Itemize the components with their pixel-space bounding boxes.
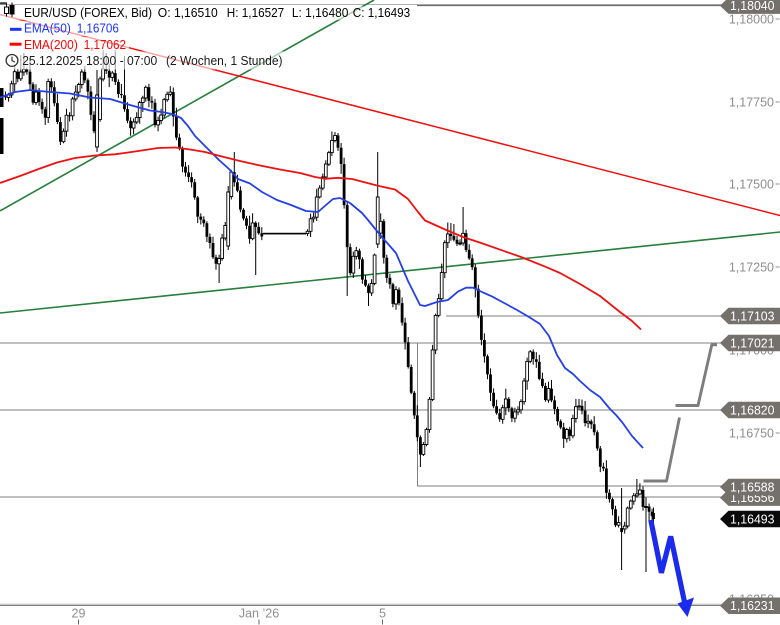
svg-text:1,16706: 1,16706 [77, 21, 119, 36]
svg-text:H: 1,16527: H: 1,16527 [227, 5, 284, 20]
svg-text:O: 1,16510: O: 1,16510 [158, 5, 218, 20]
svg-text:1,16493: 1,16493 [730, 512, 775, 526]
svg-text:L: 1,16480: L: 1,16480 [292, 5, 349, 20]
svg-text:1,16820: 1,16820 [730, 403, 775, 417]
svg-text:5: 5 [379, 607, 386, 621]
svg-text:1,17250: 1,17250 [729, 260, 774, 274]
svg-text:29: 29 [72, 607, 86, 621]
svg-text:25.12.2025 18:00 - 07:00: 25.12.2025 18:00 - 07:00 [22, 53, 157, 68]
svg-text:EMA(50): EMA(50) [24, 21, 71, 36]
svg-text:1,17062: 1,17062 [84, 37, 126, 52]
svg-text:EMA(200): EMA(200) [24, 37, 78, 52]
svg-text:1,17021: 1,17021 [730, 336, 775, 350]
svg-text:EUR/USD (FOREX, Bid): EUR/USD (FOREX, Bid) [24, 5, 152, 20]
svg-text:C: 1,16493: C: 1,16493 [353, 5, 410, 20]
svg-text:1,16231: 1,16231 [730, 599, 775, 613]
svg-text:1,17750: 1,17750 [729, 95, 774, 109]
svg-text:(2 Wochen, 1 Stunde): (2 Wochen, 1 Stunde) [166, 53, 283, 68]
svg-text:1,16750: 1,16750 [729, 426, 774, 440]
svg-text:1,17500: 1,17500 [729, 177, 774, 191]
svg-text:1,17103: 1,17103 [730, 309, 775, 323]
svg-text:1,16588: 1,16588 [730, 480, 775, 494]
svg-text:Jan ’26: Jan ’26 [239, 607, 279, 621]
svg-text:1,18040: 1,18040 [730, 0, 775, 13]
svg-text:1,18000: 1,18000 [729, 12, 774, 26]
